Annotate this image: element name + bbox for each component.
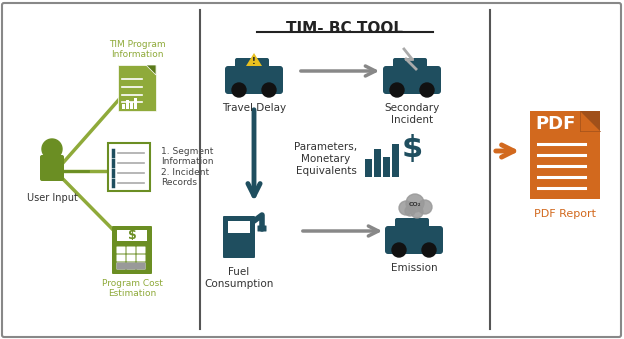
FancyBboxPatch shape [137,255,145,261]
FancyBboxPatch shape [112,226,152,274]
FancyBboxPatch shape [117,230,147,241]
Circle shape [405,206,415,216]
Bar [134,98,137,109]
Circle shape [406,194,424,212]
FancyBboxPatch shape [395,218,429,236]
Text: $: $ [401,135,422,163]
FancyBboxPatch shape [530,111,600,199]
Text: PDF Report: PDF Report [534,209,596,219]
FancyBboxPatch shape [127,255,135,261]
FancyBboxPatch shape [117,246,125,254]
FancyBboxPatch shape [137,262,145,270]
Text: Parameters,
Monetary
Equivalents: Parameters, Monetary Equivalents [295,142,358,176]
Circle shape [411,206,423,218]
FancyBboxPatch shape [117,255,125,261]
Text: !: ! [252,57,256,65]
FancyBboxPatch shape [385,226,443,254]
Circle shape [42,139,62,159]
Text: $: $ [128,229,137,242]
Text: TIM Program
Information: TIM Program Information [109,40,165,59]
FancyBboxPatch shape [127,262,135,270]
Bar [125,100,129,109]
FancyBboxPatch shape [258,225,266,232]
Bar [122,104,125,109]
FancyBboxPatch shape [225,66,283,94]
Bar [391,144,399,177]
Polygon shape [146,65,156,75]
Circle shape [422,243,436,257]
FancyBboxPatch shape [117,262,125,270]
FancyBboxPatch shape [40,155,64,181]
Circle shape [262,83,276,97]
FancyBboxPatch shape [117,262,145,270]
Text: Travel Delay: Travel Delay [222,103,286,113]
Text: CO₂: CO₂ [409,202,421,207]
Circle shape [392,243,406,257]
Circle shape [232,83,246,97]
Circle shape [420,83,434,97]
Text: Secondary
Incident: Secondary Incident [384,103,440,125]
Text: Program Cost
Estimation: Program Cost Estimation [102,279,162,298]
FancyBboxPatch shape [393,58,427,76]
Bar [383,157,389,177]
Text: Emission: Emission [391,263,437,273]
Circle shape [399,201,413,215]
Text: PDF: PDF [536,115,576,133]
FancyBboxPatch shape [383,66,441,94]
Circle shape [418,200,432,214]
Bar [374,149,381,177]
Text: 1. Segment
Information
2. Incident
Records: 1. Segment Information 2. Incident Recor… [161,147,213,187]
FancyBboxPatch shape [223,216,255,258]
FancyBboxPatch shape [108,143,150,191]
FancyBboxPatch shape [137,246,145,254]
Circle shape [390,83,404,97]
Polygon shape [246,53,262,66]
Text: TIM- BC TOOL: TIM- BC TOOL [286,21,404,36]
FancyBboxPatch shape [228,221,250,233]
Bar [364,159,371,177]
Polygon shape [580,111,600,131]
FancyBboxPatch shape [127,246,135,254]
FancyBboxPatch shape [2,3,621,337]
Text: User Input: User Input [27,193,77,203]
Text: Fuel
Consumption: Fuel Consumption [204,267,274,288]
FancyBboxPatch shape [235,58,269,76]
FancyBboxPatch shape [118,65,156,111]
Bar [130,102,132,109]
